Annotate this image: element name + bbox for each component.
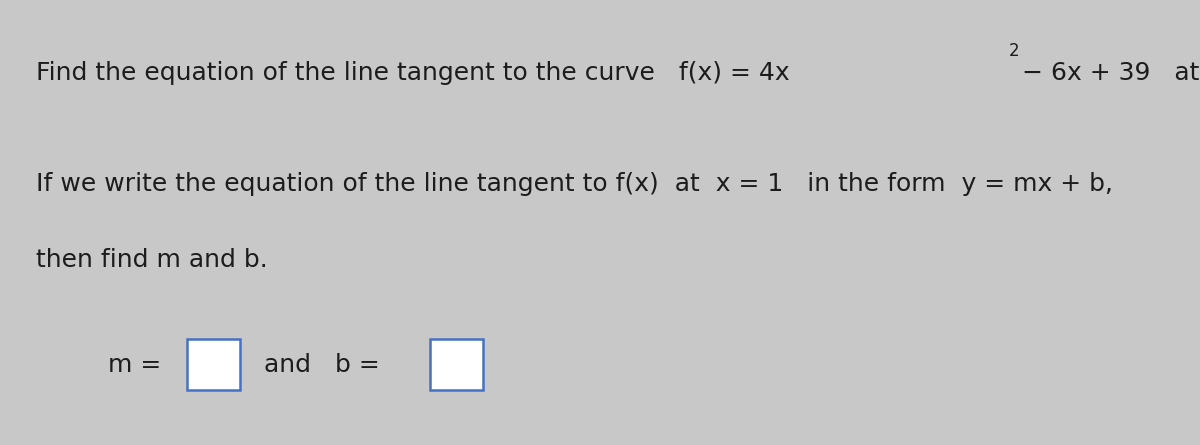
FancyBboxPatch shape [431,339,484,391]
FancyBboxPatch shape [187,339,240,391]
Text: 2: 2 [1008,42,1019,60]
Text: and   b =: and b = [240,353,388,377]
Text: then find m and b.: then find m and b. [36,248,268,272]
Text: − 6x + 39   at x = 1.: − 6x + 39 at x = 1. [1022,61,1200,85]
Text: Find the equation of the line tangent to the curve   f(x) = 4x: Find the equation of the line tangent to… [36,61,790,85]
Text: If we write the equation of the line tangent to f(x)  at  x = 1   in the form  y: If we write the equation of the line tan… [36,172,1114,196]
Text: m =: m = [108,353,169,377]
